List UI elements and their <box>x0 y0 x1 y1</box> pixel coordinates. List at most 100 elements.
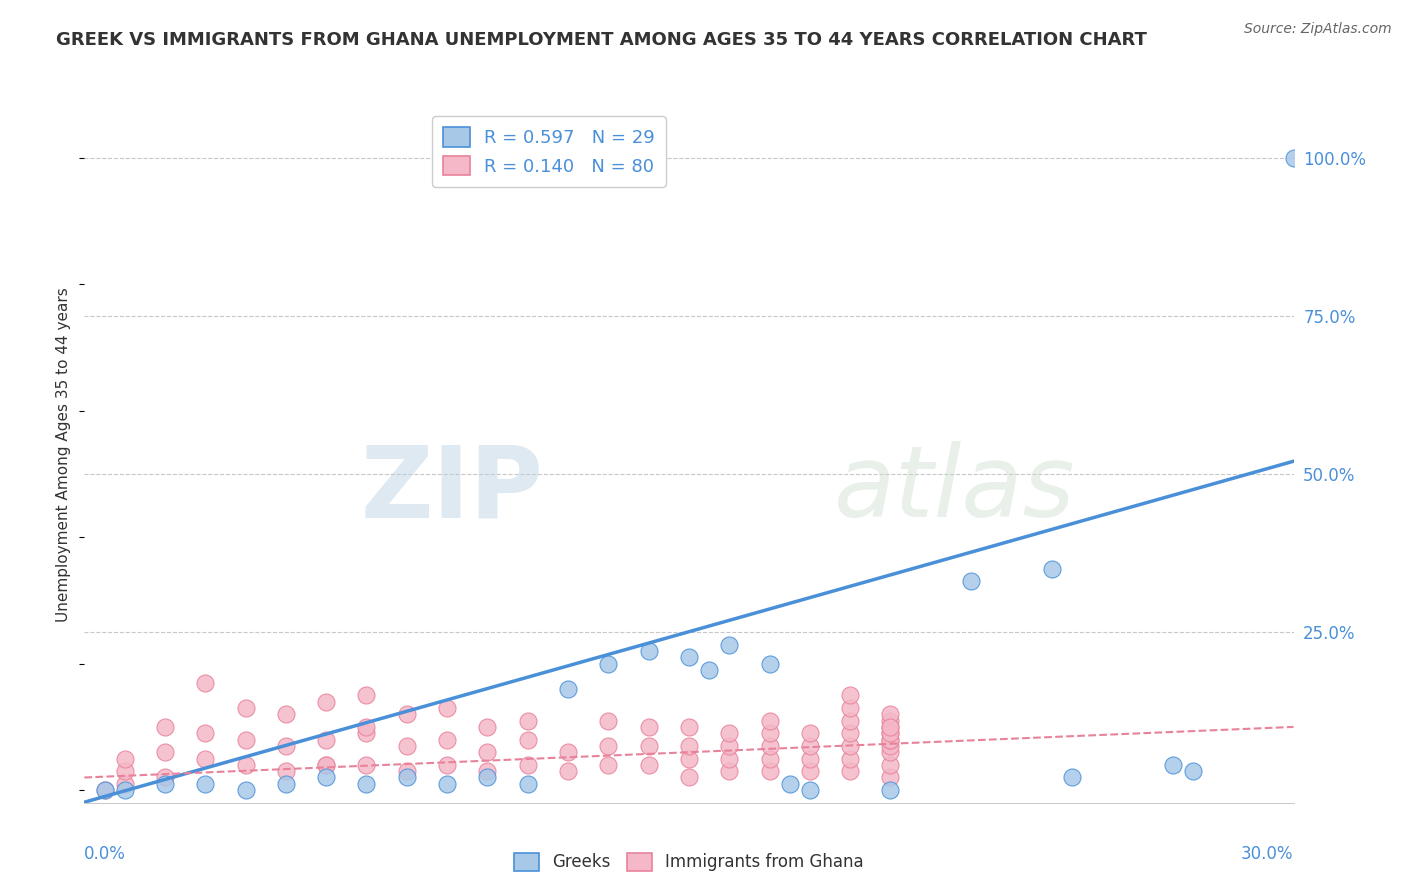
Point <box>839 688 862 702</box>
Point <box>153 777 176 791</box>
Point <box>477 745 499 759</box>
Point <box>637 757 659 772</box>
Point <box>93 783 115 797</box>
Point <box>315 771 337 785</box>
Point <box>758 764 780 779</box>
Point <box>235 701 257 715</box>
Point <box>557 764 579 779</box>
Legend: Greeks, Immigrants from Ghana: Greeks, Immigrants from Ghana <box>508 846 870 878</box>
Point <box>879 726 901 740</box>
Point <box>153 771 176 785</box>
Point <box>879 732 901 747</box>
Point <box>697 663 720 677</box>
Point <box>114 764 136 779</box>
Point <box>799 764 821 779</box>
Point <box>879 771 901 785</box>
Point <box>395 707 418 722</box>
Point <box>799 726 821 740</box>
Point <box>799 751 821 765</box>
Point <box>839 714 862 728</box>
Point <box>356 688 378 702</box>
Point <box>598 714 620 728</box>
Point <box>839 751 862 765</box>
Point <box>758 657 780 671</box>
Point <box>799 783 821 797</box>
Point <box>356 757 378 772</box>
Y-axis label: Unemployment Among Ages 35 to 44 years: Unemployment Among Ages 35 to 44 years <box>56 287 72 623</box>
Point <box>477 771 499 785</box>
Point <box>235 732 257 747</box>
Point <box>879 745 901 759</box>
Point <box>758 751 780 765</box>
Point <box>436 701 458 715</box>
Point <box>194 777 217 791</box>
Point <box>356 726 378 740</box>
Point <box>839 726 862 740</box>
Point <box>153 745 176 759</box>
Point <box>960 574 983 589</box>
Point <box>678 771 700 785</box>
Point <box>557 681 579 696</box>
Point <box>839 701 862 715</box>
Point <box>114 751 136 765</box>
Point <box>477 720 499 734</box>
Point <box>274 739 297 753</box>
Point <box>1181 764 1204 779</box>
Point <box>395 771 418 785</box>
Point <box>598 657 620 671</box>
Point <box>839 739 862 753</box>
Point <box>718 751 741 765</box>
Point <box>114 783 136 797</box>
Point <box>598 739 620 753</box>
Point <box>194 751 217 765</box>
Point <box>315 757 337 772</box>
Point <box>598 757 620 772</box>
Point <box>718 764 741 779</box>
Point <box>879 720 901 734</box>
Point <box>879 720 901 734</box>
Text: 0.0%: 0.0% <box>84 845 127 863</box>
Point <box>678 751 700 765</box>
Point <box>1040 562 1063 576</box>
Point <box>718 739 741 753</box>
Point <box>637 644 659 658</box>
Point <box>557 745 579 759</box>
Point <box>779 777 801 791</box>
Point <box>235 783 257 797</box>
Point <box>194 675 217 690</box>
Point <box>1161 757 1184 772</box>
Point <box>637 720 659 734</box>
Point <box>516 777 538 791</box>
Point <box>879 757 901 772</box>
Point <box>799 739 821 753</box>
Point <box>516 714 538 728</box>
Point <box>879 739 901 753</box>
Point <box>436 777 458 791</box>
Point <box>395 764 418 779</box>
Point <box>678 739 700 753</box>
Point <box>436 732 458 747</box>
Point <box>718 726 741 740</box>
Point <box>637 739 659 753</box>
Point <box>879 783 901 797</box>
Point <box>758 714 780 728</box>
Text: Source: ZipAtlas.com: Source: ZipAtlas.com <box>1244 22 1392 37</box>
Point <box>356 777 378 791</box>
Text: ZIP: ZIP <box>361 442 544 538</box>
Point <box>678 720 700 734</box>
Point <box>114 777 136 791</box>
Point <box>516 757 538 772</box>
Point <box>1060 771 1083 785</box>
Text: atlas: atlas <box>834 442 1076 538</box>
Point <box>1282 151 1305 165</box>
Point <box>718 638 741 652</box>
Point <box>274 707 297 722</box>
Point <box>436 757 458 772</box>
Point <box>315 757 337 772</box>
Point <box>395 739 418 753</box>
Point <box>274 777 297 791</box>
Point <box>758 739 780 753</box>
Point <box>678 650 700 665</box>
Point <box>758 726 780 740</box>
Text: GREEK VS IMMIGRANTS FROM GHANA UNEMPLOYMENT AMONG AGES 35 TO 44 YEARS CORRELATIO: GREEK VS IMMIGRANTS FROM GHANA UNEMPLOYM… <box>56 31 1147 49</box>
